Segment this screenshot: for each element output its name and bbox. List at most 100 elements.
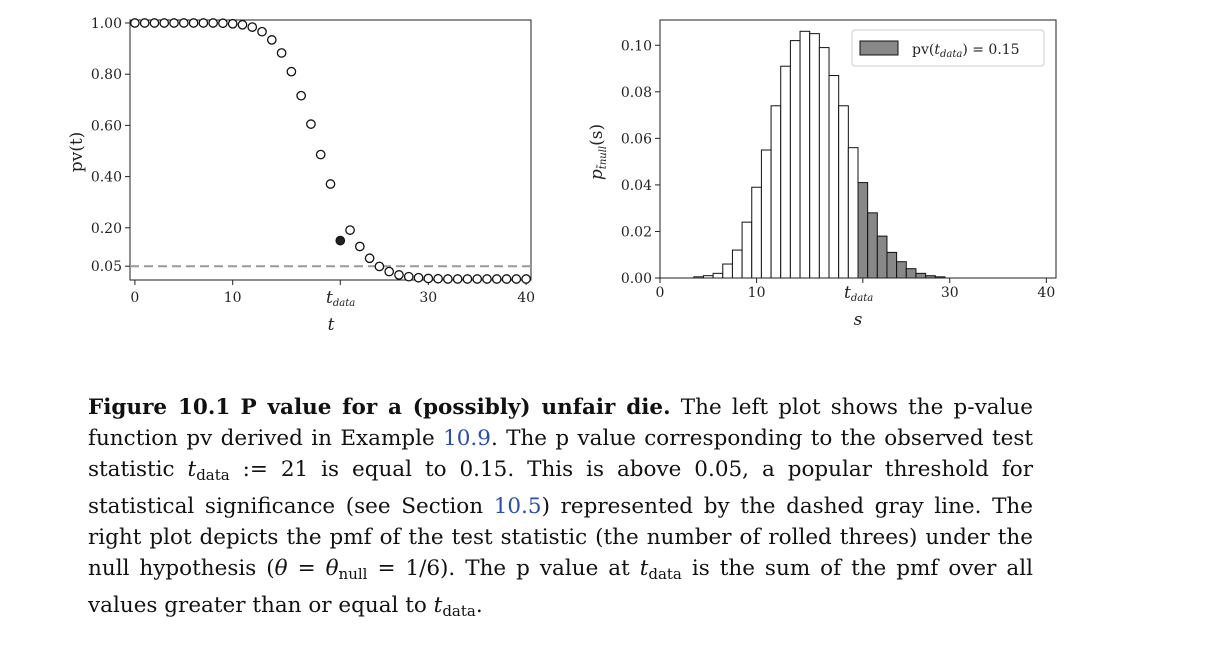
right-y-ticks: 0.00 0.02 0.04 0.06 0.08 0.10: [621, 38, 660, 287]
caption-math: t: [639, 556, 649, 581]
pvalue-point: [325, 179, 336, 189]
left-tdata-tick-label: tdata: [326, 288, 355, 309]
example-link[interactable]: 10.9: [443, 426, 491, 451]
figure-caption: Figure 10.1 P value for a (possibly) unf…: [88, 392, 1033, 627]
caption-text: =: [287, 556, 326, 581]
pvalue-point: [433, 273, 443, 284]
pvalue-point: [266, 35, 277, 45]
right-y-tick-label: 0.10: [621, 38, 652, 54]
left-plot-frame: [129, 19, 532, 281]
pmf-bar-shaded: [867, 212, 878, 279]
left-plot-pvalue-function: 0.05 0.20 0.40 0.60 0.80 1.00 0 10 30 40 tdata t…: [67, 16, 535, 335]
section-link[interactable]: 10.5: [493, 494, 542, 519]
pvalue-point: [472, 274, 483, 284]
pvalue-point: [149, 18, 160, 28]
pmf-bar-shaded: [886, 251, 898, 279]
pvalue-point: [364, 253, 375, 264]
pvalue-point: [198, 18, 209, 28]
right-x-tick-label: 10: [748, 285, 766, 301]
pvalue-point: [130, 18, 140, 28]
pvalue-point: [452, 274, 463, 284]
pvalue-point: [276, 48, 287, 58]
pvalue-point: [403, 271, 414, 282]
left-y-tick-label: 0.20: [91, 221, 122, 237]
pmf-bar-shaded: [915, 272, 927, 279]
caption-math: θ: [325, 556, 339, 581]
pvalue-point: [208, 18, 218, 28]
pvalue-point: [511, 274, 522, 284]
right-y-tick-label: 0.08: [621, 85, 652, 101]
pvalue-point: [443, 274, 453, 284]
pmf-bar-shaded: [896, 261, 907, 279]
left-y-ticks: 0.05 0.20 0.40 0.60 0.80 1.00: [91, 16, 130, 275]
pvalue-point: [501, 274, 512, 284]
caption-text: .: [475, 593, 483, 618]
right-y-tick-label: 0.02: [621, 224, 652, 240]
left-x-tick-label: 0: [130, 290, 139, 306]
pvalue-point: [315, 149, 326, 160]
pvalue-point: [462, 274, 473, 284]
caption-math-sub: data: [442, 602, 476, 620]
caption-text: is the sum of the pmf over all values gr…: [88, 556, 1033, 618]
right-x-axis-label: s: [854, 310, 863, 330]
pmf-bar: [760, 149, 772, 279]
pmf-bars: [693, 30, 946, 279]
pmf-bar-shaded: [905, 268, 917, 279]
caption-text: := 21 is equal to 0.15. This is above 0.…: [88, 457, 1033, 519]
right-y-tick-label: 0.06: [621, 131, 652, 147]
pvalue-point: [227, 18, 238, 29]
caption-text: . The p value corresponding to the obser…: [88, 426, 1033, 482]
pmf-bar: [712, 272, 724, 279]
right-y-axis-label: pt̃null(s): [587, 124, 609, 180]
caption-math-sub: data: [196, 466, 230, 484]
pvalue-point: [306, 119, 316, 129]
pmf-bar: [847, 147, 859, 279]
left-x-tick-label: 30: [419, 290, 437, 306]
left-y-tick-label: 0.60: [91, 118, 122, 134]
pmf-bar: [838, 105, 849, 279]
pvalue-point: [159, 18, 170, 28]
left-y-tick-label: 1.00: [91, 16, 122, 32]
pmf-bar: [818, 47, 830, 279]
pvalue-point: [139, 18, 150, 28]
pvalue-point: [188, 18, 199, 28]
caption-text: ) represented by the dashed gray line. T…: [88, 494, 1033, 581]
pmf-bar: [770, 105, 782, 279]
pvalue-point: [423, 273, 434, 284]
pvalue-point: [286, 66, 297, 77]
caption-figure-title: P value for a (possibly) unfair die.: [240, 395, 671, 420]
caption-text: = 1/6). The p value at: [367, 556, 640, 581]
pvalue-point: [354, 241, 365, 252]
pvalue-point: [257, 26, 267, 37]
caption-math: t: [433, 593, 443, 618]
pmf-bar: [741, 221, 753, 279]
legend-label: pv(tdata) = 0.15: [912, 42, 1020, 60]
pmf-bar: [809, 33, 820, 279]
left-x-tick-label: 40: [517, 290, 535, 306]
pmf-bar: [828, 75, 840, 279]
caption-math: t: [187, 457, 197, 482]
legend: pv(tdata) = 0.15: [851, 29, 1045, 67]
pmf-bar: [780, 65, 791, 279]
left-y-tick-label: 0.05: [91, 259, 122, 275]
pmf-bar: [722, 263, 733, 279]
right-x-tick-label: 0: [656, 285, 665, 301]
caption-figure-label: Figure 10.1: [88, 395, 231, 420]
left-x-axis-label: t: [328, 315, 335, 335]
pmf-bar: [789, 40, 801, 279]
right-x-ticks: 0 10 30 40: [656, 278, 1055, 301]
pvalue-point: [482, 274, 492, 284]
pvalue-points: [130, 18, 531, 284]
right-x-tick-label: 40: [1037, 285, 1055, 301]
right-plot-frame: [659, 19, 1057, 279]
pvalue-point: [384, 266, 395, 277]
right-x-tick-label: 30: [941, 285, 959, 301]
pmf-bar-shaded: [876, 235, 888, 279]
legend-swatch: [859, 40, 899, 56]
pvalue-point: [413, 272, 424, 283]
pvalue-point: [169, 18, 179, 28]
pvalue-point: [296, 90, 307, 101]
legend-box: [851, 29, 1045, 67]
caption-math-sub: data: [648, 565, 682, 583]
right-plot-null-pmf: 0.00 0.02 0.04 0.06 0.08 0.10 0 10 30 40 tdata s…: [587, 19, 1057, 330]
